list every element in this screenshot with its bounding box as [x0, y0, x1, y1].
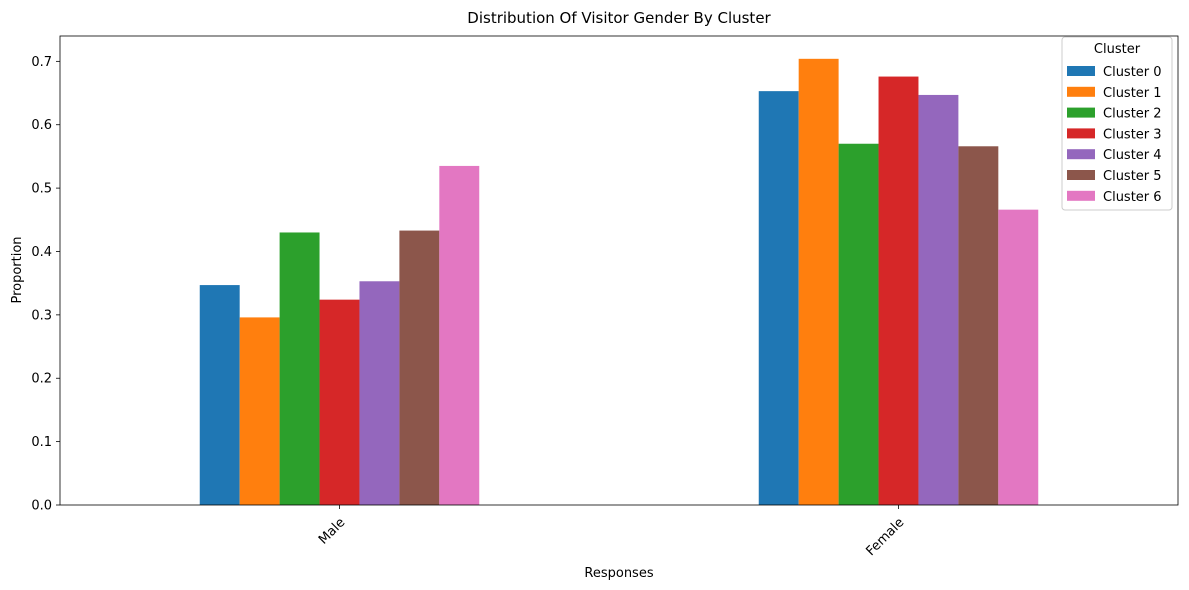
legend-entry-label: Cluster 1 — [1103, 86, 1162, 101]
legend-swatch — [1067, 128, 1095, 139]
bar-cluster-1-female — [798, 58, 839, 505]
legend-entry-label: Cluster 0 — [1103, 65, 1162, 80]
y-tick-label: 0.0 — [31, 499, 52, 514]
y-tick-label: 0.6 — [31, 118, 52, 133]
y-tick-label: 0.3 — [31, 308, 52, 323]
bar-cluster-2-female — [838, 143, 879, 506]
bar-cluster-2-male — [279, 232, 320, 506]
bar-cluster-6-male — [439, 165, 480, 506]
plot-area — [59, 35, 1179, 506]
bar-cluster-0-male — [199, 285, 240, 505]
legend-swatch — [1067, 190, 1095, 201]
bar-cluster-5-male — [399, 230, 440, 505]
x-tick-label: Female — [863, 515, 907, 559]
bar-cluster-3-male — [319, 299, 360, 505]
bar-cluster-6-female — [998, 209, 1039, 506]
legend-swatch — [1067, 107, 1095, 118]
y-tick-label: 0.7 — [31, 55, 52, 70]
x-axis-label: Responses — [584, 566, 653, 581]
bar-cluster-4-female — [918, 94, 959, 505]
x-tick-label: Male — [316, 515, 348, 547]
y-tick-label: 0.5 — [31, 182, 52, 197]
y-tick-label: 0.1 — [31, 435, 52, 450]
legend-swatch — [1067, 66, 1095, 76]
plot-frame — [59, 35, 1179, 506]
bar-cluster-5-female — [958, 146, 999, 505]
bar-cluster-0-female — [758, 91, 799, 505]
legend-entry-label: Cluster 4 — [1103, 148, 1162, 163]
legend-entry-label: Cluster 5 — [1103, 169, 1162, 184]
legend-swatch — [1067, 170, 1095, 180]
legend-entry-label: Cluster 3 — [1103, 127, 1162, 142]
bar-cluster-1-male — [239, 317, 280, 505]
legend: Cluster Cluster 0 Cluster 1 Cluster 2 Cluste… — [1061, 36, 1173, 211]
legend-title: Cluster — [1094, 42, 1141, 57]
legend-swatch — [1067, 86, 1095, 97]
y-tick-label: 0.4 — [31, 245, 52, 260]
y-axis: 0.0 0.1 0.2 0.3 0.4 0.5 0.6 0.7 — [31, 55, 60, 514]
y-tick-label: 0.2 — [31, 372, 52, 387]
legend-swatch — [1067, 149, 1095, 160]
legend-entry-label: Cluster 6 — [1103, 190, 1162, 205]
bar-cluster-4-male — [359, 281, 400, 505]
bar-cluster-3-female — [878, 76, 919, 505]
y-axis-label: Proportion — [10, 236, 25, 303]
x-axis: Male Female — [316, 505, 907, 559]
legend-box — [1061, 36, 1173, 211]
legend-entry-label: Cluster 2 — [1103, 107, 1162, 122]
chart-title: Distribution Of Visitor Gender By Cluste… — [467, 9, 771, 27]
